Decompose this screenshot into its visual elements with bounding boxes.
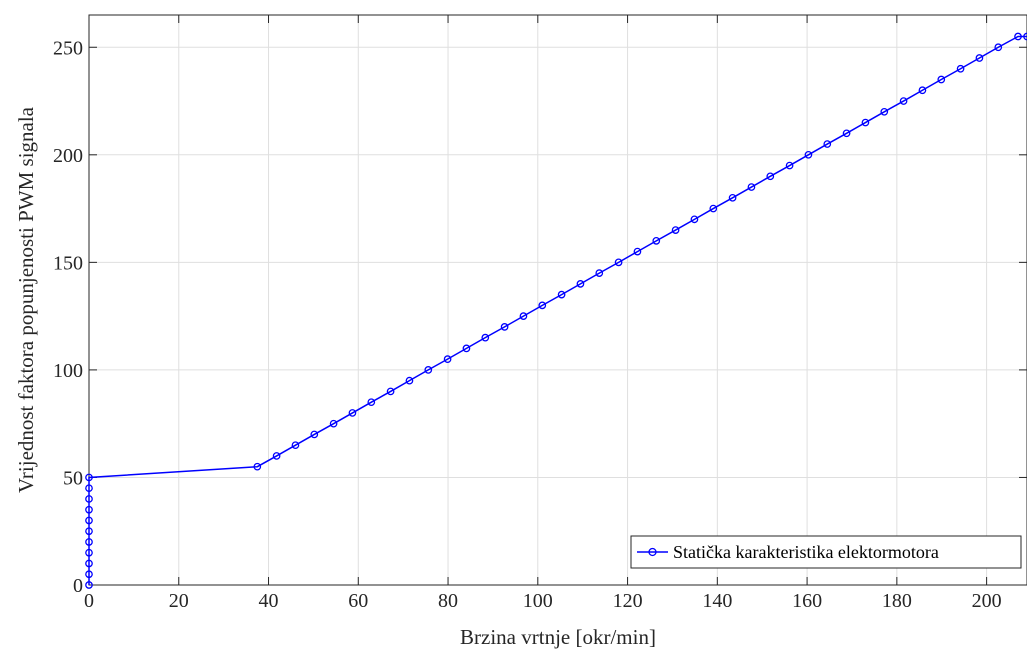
y-axis-label: Vrijednost faktora popunjenosti PWM sign… — [14, 106, 38, 493]
data-point — [253, 462, 262, 471]
legend-marker-sample — [648, 547, 657, 557]
data-point — [766, 172, 775, 181]
data-point — [880, 107, 889, 116]
data-point — [85, 581, 93, 589]
data-point — [899, 97, 908, 105]
grid — [88, 15, 1027, 586]
legend-label: Statička karakteristika elektormotora — [673, 542, 939, 562]
data-point — [85, 548, 93, 557]
data-point — [481, 333, 490, 342]
data-point — [329, 419, 338, 428]
data-point — [595, 269, 604, 277]
data-point — [633, 247, 642, 256]
data-point — [842, 129, 851, 138]
x-tick-label: 140 — [702, 590, 732, 612]
x-tick-label: 180 — [882, 590, 912, 612]
data-point — [557, 290, 566, 299]
data-point — [823, 140, 832, 148]
x-tick-label: 40 — [259, 590, 279, 612]
data-point — [918, 86, 927, 95]
x-axis-label: Brzina vrtnje [okr/min] — [460, 625, 656, 649]
data-point — [709, 204, 718, 213]
data-point — [785, 161, 794, 170]
data-point — [85, 570, 93, 579]
data-point — [728, 193, 737, 202]
data-point — [424, 366, 433, 374]
x-tick-label: 200 — [972, 590, 1002, 612]
data-point — [671, 226, 680, 234]
data-point — [85, 527, 93, 536]
data-point — [804, 150, 813, 159]
data-point — [975, 54, 984, 62]
data-point — [652, 236, 661, 245]
x-tick-label: 20 — [169, 590, 189, 612]
axis-ticks: 0 20 40 60 80 100 120 140 160 180 200 0 50 100 150 200 2… — [53, 15, 1027, 612]
data-point — [614, 258, 623, 267]
data-point — [519, 312, 528, 320]
data-point — [405, 376, 414, 385]
y-tick-label: 50 — [63, 467, 83, 489]
y-tick-label: 150 — [53, 252, 83, 274]
y-tick-label: 250 — [53, 37, 83, 59]
data-point — [85, 505, 93, 514]
y-tick-label: 100 — [53, 360, 83, 382]
data-point — [291, 441, 300, 450]
data-point — [956, 64, 965, 73]
data-point — [861, 118, 870, 127]
data-point — [272, 452, 281, 460]
y-tick-label: 0 — [73, 575, 83, 597]
data-point — [538, 301, 547, 310]
data-point — [443, 355, 452, 364]
data-point — [348, 409, 357, 417]
x-tick-label: 80 — [438, 590, 458, 612]
data-point — [367, 398, 376, 407]
data-point — [85, 495, 93, 503]
x-tick-label: 160 — [792, 590, 822, 612]
x-tick-label: 100 — [523, 590, 553, 612]
data-point — [85, 559, 93, 568]
data-point — [85, 473, 93, 482]
data-point — [994, 43, 1003, 52]
data-point — [85, 484, 93, 493]
x-tick-label: 0 — [84, 590, 94, 612]
series-line — [88, 35, 1027, 585]
data-point — [500, 323, 509, 331]
x-tick-label: 60 — [348, 590, 368, 612]
data-point — [85, 516, 93, 525]
legend: Statička karakteristika elektormotora — [630, 535, 1022, 569]
data-point — [386, 387, 395, 396]
data-point — [747, 183, 756, 191]
x-tick-label: 120 — [613, 590, 643, 612]
data-point — [937, 75, 946, 84]
data-point — [85, 538, 93, 546]
plot-frame — [88, 14, 1027, 586]
data-point — [462, 344, 471, 353]
data-point — [1014, 32, 1022, 41]
y-tick-label: 200 — [53, 145, 83, 167]
data-point — [576, 280, 585, 288]
legend-box — [630, 535, 1022, 569]
data-point — [690, 215, 699, 224]
data-point — [310, 430, 319, 439]
series-layer — [85, 32, 1027, 589]
